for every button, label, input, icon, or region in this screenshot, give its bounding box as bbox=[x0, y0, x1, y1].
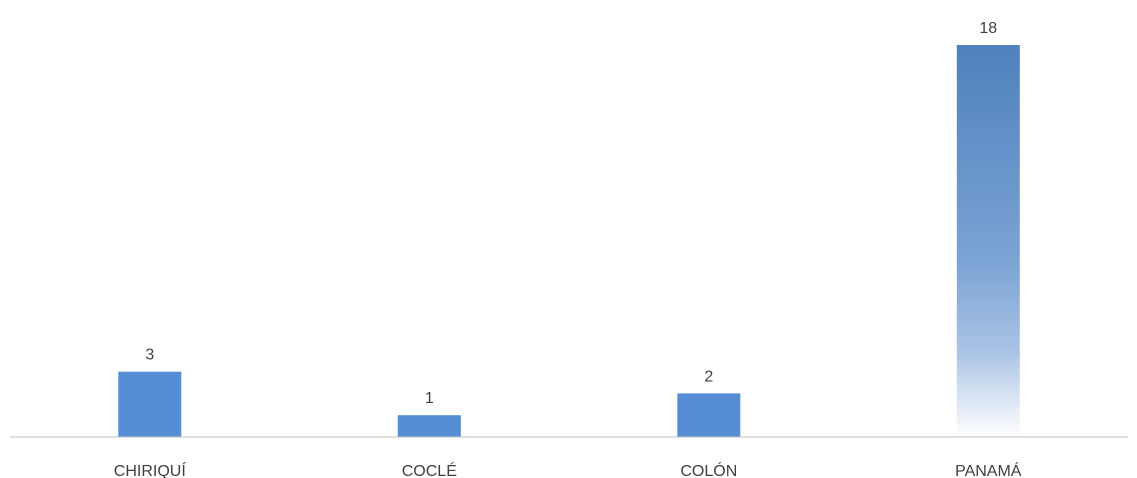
x-tick-label: PANAMÁ bbox=[955, 461, 1022, 478]
data-labels-layer: 3 1 2 18 bbox=[145, 20, 997, 407]
data-label: 3 bbox=[145, 347, 154, 364]
bar bbox=[956, 45, 1020, 437]
bars-layer bbox=[118, 45, 1020, 437]
x-tick-label: COCLÉ bbox=[402, 461, 457, 478]
x-tick-labels-layer: CHIRIQUÍ COCLÉ COLÓN PANAMÁ bbox=[114, 461, 1022, 478]
data-label: 2 bbox=[704, 368, 713, 385]
x-tick-label: COLÓN bbox=[680, 461, 737, 478]
bar bbox=[677, 393, 741, 437]
bar bbox=[118, 371, 182, 437]
data-label: 18 bbox=[979, 20, 997, 37]
data-label: 1 bbox=[425, 390, 434, 407]
x-tick-label: CHIRIQUÍ bbox=[114, 461, 187, 478]
bar bbox=[397, 415, 461, 437]
